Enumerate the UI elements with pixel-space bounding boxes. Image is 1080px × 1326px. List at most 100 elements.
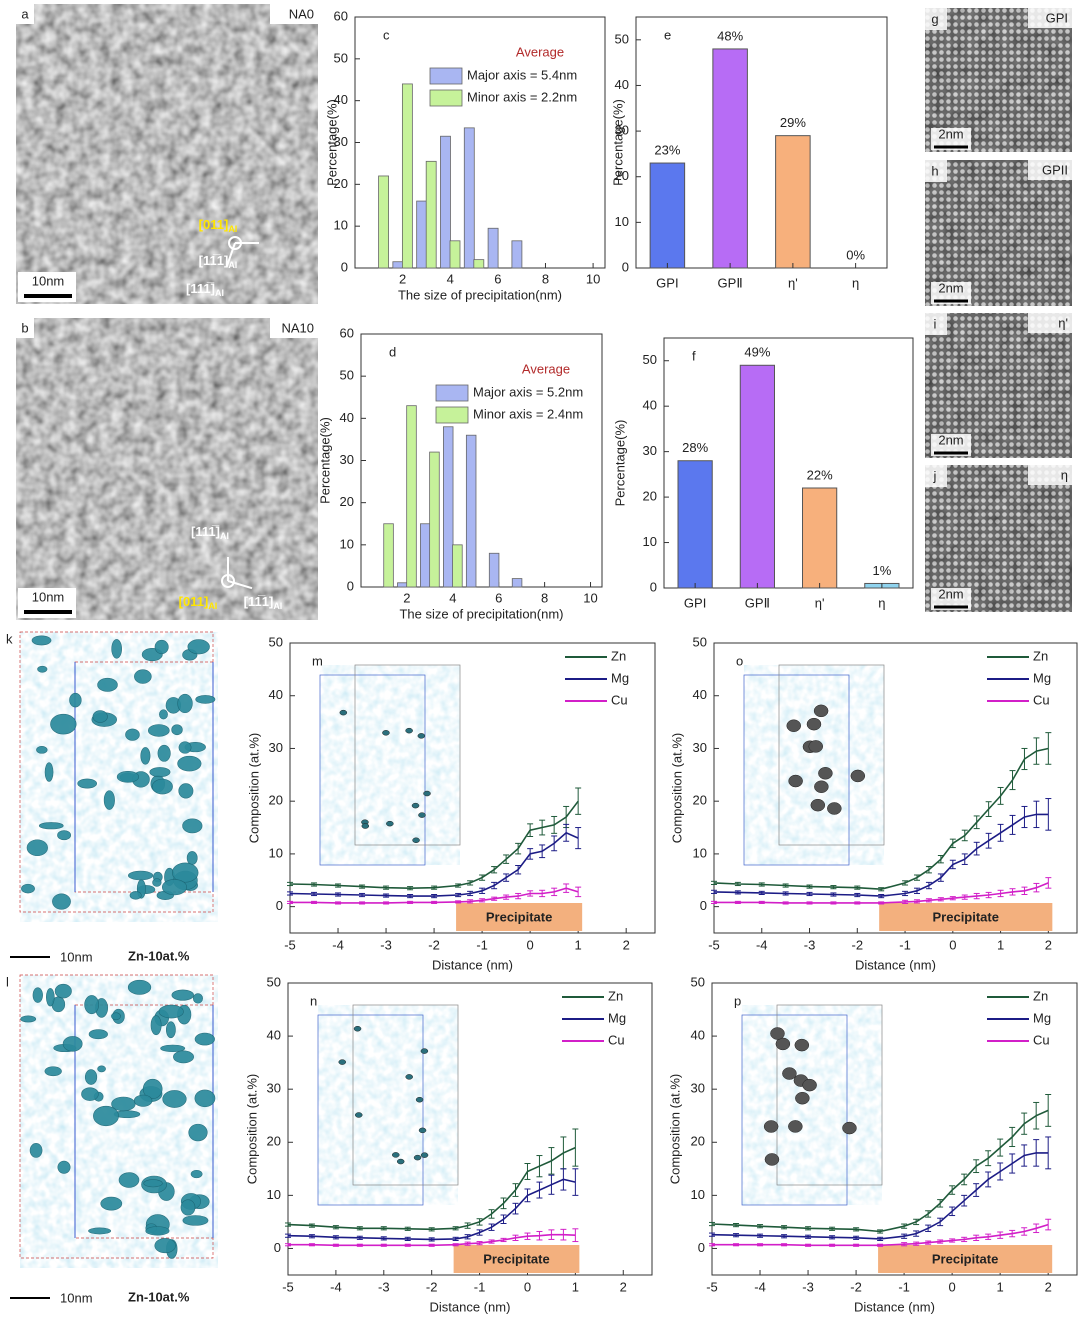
x-tick-label: 2: [403, 590, 410, 605]
y-tick-label: 0: [622, 259, 629, 274]
error-bar: [524, 1232, 531, 1240]
y-tick-label: 20: [643, 489, 657, 504]
panel-label: d: [389, 344, 396, 359]
x-axis-title: Distance (nm): [855, 957, 936, 972]
label-box: [16, 318, 34, 338]
error-bar: [287, 900, 293, 904]
x-tick-label: -1: [899, 937, 911, 952]
x-tick-label: 0: [949, 937, 956, 952]
precipitate-blob: [154, 639, 169, 655]
bar: [401, 83, 413, 269]
error-bar: [551, 815, 558, 834]
inset-precipitate: [412, 837, 420, 844]
precipitate-blob: [188, 1123, 208, 1142]
error-bar: [1033, 882, 1040, 893]
precipitate-blob: [97, 677, 118, 692]
label-box: [925, 465, 947, 487]
inset-box: [743, 674, 850, 866]
precipitate-blob: [84, 995, 100, 1015]
inset-box-back: [354, 664, 461, 846]
error-bar: [829, 1235, 836, 1240]
annotation: Average: [516, 44, 564, 59]
error-bar: [997, 1231, 1004, 1239]
panel-label: k: [6, 631, 13, 646]
error-bar: [949, 1238, 956, 1243]
error-bar: [407, 886, 414, 891]
error-bar: [805, 1243, 812, 1247]
error-bar: [961, 1236, 968, 1243]
error-bar: [733, 1243, 740, 1247]
error-bar: [527, 848, 534, 860]
panel-label: h: [931, 163, 938, 178]
y-axis-title: Composition (at.%): [244, 1074, 259, 1185]
inset-precipitate: [392, 1152, 400, 1158]
y-axis-title: Composition (at.%): [246, 733, 261, 844]
error-bar: [1009, 1229, 1016, 1238]
x-tick-label: 1: [575, 937, 582, 952]
error-bar: [527, 823, 534, 838]
precipitate-blob: [162, 1090, 187, 1108]
error-bar: [806, 891, 813, 897]
x-tick-label: -2: [852, 937, 864, 952]
series-line: [287, 1178, 576, 1241]
annotation: Average: [522, 361, 570, 376]
error-bar: [560, 1136, 567, 1170]
error-bar: [985, 1233, 992, 1240]
y-tick-label: 20: [269, 793, 283, 808]
bar: [739, 364, 775, 589]
error-bar: [452, 1243, 459, 1247]
error-bar: [733, 1233, 740, 1238]
error-bar: [1021, 1227, 1028, 1236]
error-bar: [491, 866, 498, 874]
error-bar: [488, 1223, 495, 1231]
error-bar: [830, 885, 837, 890]
y-axis-title: Percentage(%): [612, 420, 627, 507]
value-label: 28%: [682, 440, 708, 455]
error-bar: [997, 1162, 1004, 1181]
legend-swatch: [429, 89, 463, 107]
precipitate-blob: [151, 778, 173, 795]
error-bar: [985, 1171, 992, 1188]
error-bar: [572, 1168, 579, 1196]
error-bar: [332, 1235, 339, 1240]
y-tick-label: 20: [693, 793, 707, 808]
x-tick-label: -3: [380, 937, 392, 952]
error-bar: [512, 1202, 519, 1215]
error-bar: [1033, 1139, 1040, 1167]
error-bar: [925, 866, 932, 874]
inset-precipitate: [795, 1091, 810, 1105]
error-bar: [407, 900, 414, 904]
y-tick-label: 20: [340, 494, 354, 509]
y-axis-title: Composition (at.%): [669, 733, 684, 844]
precipitate-blob: [20, 1015, 37, 1023]
error-bar: [937, 854, 944, 864]
error-bar: [985, 891, 992, 899]
y-tick-label: 30: [691, 1081, 705, 1096]
annotation: Precipitate: [933, 909, 999, 924]
error-bar: [734, 900, 741, 904]
zone-axis-label: [011]Al: [199, 217, 238, 234]
error-bar: [285, 1233, 291, 1238]
y-tick-label: 50: [334, 50, 348, 65]
precipitate-blob: [118, 1172, 140, 1188]
y-tick-label: 40: [269, 687, 283, 702]
bar: [775, 135, 811, 269]
y-tick-label: 40: [691, 1028, 705, 1043]
panel-label: l: [6, 974, 9, 989]
value-label: 48%: [717, 28, 743, 43]
inset-precipitate: [420, 1152, 429, 1158]
error-bar: [973, 1183, 980, 1197]
panel-label: a: [21, 6, 29, 21]
precipitate-blob: [178, 741, 192, 754]
error-bar: [285, 1222, 291, 1227]
inset-precipitate: [786, 719, 801, 732]
precipitate-blob: [150, 1015, 162, 1036]
precipitate-blob: [93, 1105, 119, 1127]
legend-label: Major axis = 5.4nm: [467, 67, 577, 82]
bar: [802, 487, 838, 589]
precipitate-blob: [88, 1029, 108, 1040]
y-tick-label: 10: [269, 845, 283, 860]
precipitate-blob: [103, 790, 115, 810]
error-bar: [782, 883, 789, 888]
y-tick-label: 50: [643, 352, 657, 367]
